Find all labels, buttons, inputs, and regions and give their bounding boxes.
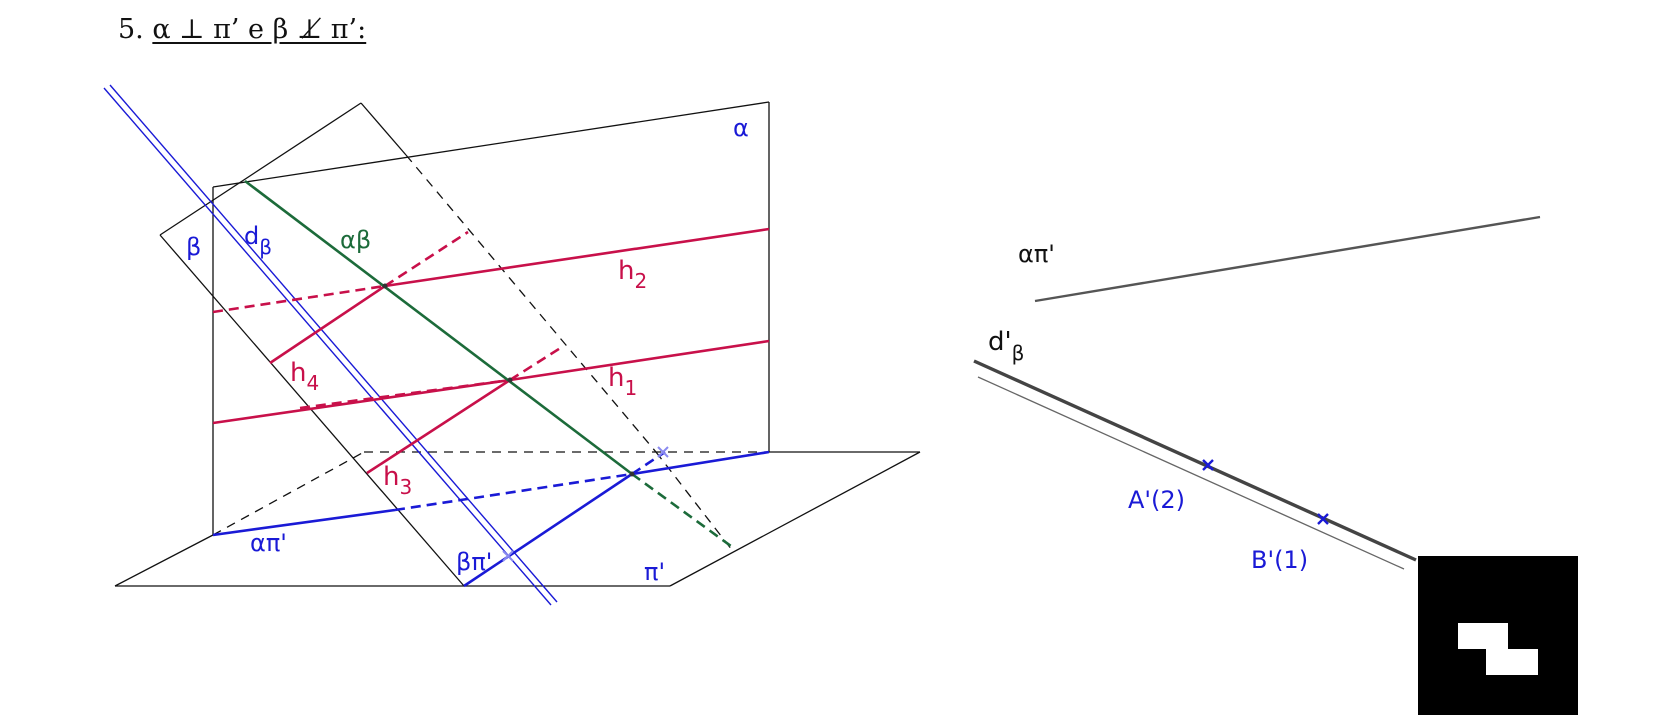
marker-cross-icons: [502, 446, 669, 562]
plane-alpha: [212, 101, 770, 535]
projection-d-beta: [973, 359, 1417, 562]
projection-d-beta-parallel: [977, 376, 1405, 570]
cross-icon-b: [1317, 513, 1329, 525]
projection-lines: [973, 215, 1541, 570]
plane-beta: [159, 102, 733, 587]
plane-pi: [114, 451, 921, 587]
line-h4-hidden: [384, 230, 469, 288]
dot-h1-ab: [507, 377, 513, 383]
label-h1: h1: [608, 363, 637, 400]
line-alpha-beta: [244, 179, 736, 551]
projection-point-crosses: [1202, 459, 1329, 525]
label-h3: h3: [383, 462, 412, 499]
exercise-statement: α ⊥ π’ e β ⊥̸ π’:: [152, 14, 367, 45]
projection-alpha-pi: [1034, 215, 1541, 303]
line-h2-hidden: [212, 284, 386, 314]
dot-h2-ab: [382, 283, 388, 289]
horizontal-lines: [212, 227, 770, 475]
line-h1-visible-right: [509, 339, 770, 382]
traces-pi: [212, 450, 770, 588]
line-h2: [384, 227, 770, 288]
label-beta-pi: βπ': [456, 548, 492, 576]
intersection-dots: [382, 283, 635, 477]
exercise-number: 5.: [118, 14, 144, 45]
label-d-beta: dβ: [244, 222, 272, 259]
projection-label-point-a: A'(2): [1128, 486, 1185, 514]
label-alpha-beta: αβ: [340, 226, 371, 254]
label-beta: β: [186, 233, 201, 261]
label-alpha-pi: απ': [250, 529, 287, 557]
label-pi: π': [644, 558, 665, 586]
trace-beta-pi: [463, 472, 633, 588]
trace-alpha-pi: [212, 508, 396, 537]
label-alpha: α: [733, 114, 749, 142]
logo-icon: [1418, 556, 1578, 716]
line-h3: [366, 378, 511, 475]
dot-ab-pi: [629, 471, 635, 477]
label-h4: h4: [290, 358, 319, 395]
label-h2: h2: [618, 256, 647, 293]
projection-label-alpha-pi: απ': [1018, 240, 1055, 268]
line-d-beta: [103, 84, 558, 606]
projection-label-d-beta: d'β: [988, 327, 1024, 365]
exercise-title: 5. α ⊥ π’ e β ⊥̸ π’:: [118, 14, 366, 45]
cross-icon-a: [1202, 459, 1214, 471]
line-h4-dashed: [299, 378, 511, 410]
projection-label-point-b: B'(1): [1251, 546, 1308, 574]
line-h4: [269, 284, 386, 365]
line-h1-hidden: [509, 345, 563, 382]
trace-alpha-pi-right: [631, 450, 770, 476]
cross-icon-2: [502, 550, 514, 562]
trace-alpha-pi-hidden: [394, 472, 633, 512]
cross-icon-1: [657, 446, 669, 458]
